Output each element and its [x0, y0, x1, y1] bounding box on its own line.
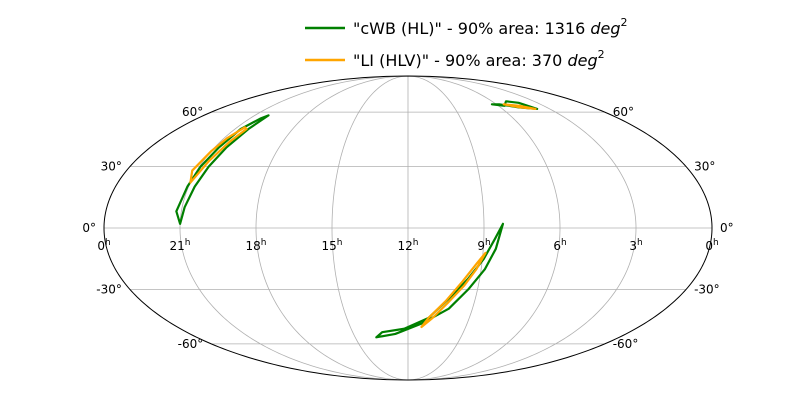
sky-outline — [103, 75, 713, 381]
meridian-gridline — [255, 75, 409, 381]
meridian-gridline — [179, 75, 409, 381]
legend-entry-label: "cWB (HL)" - 90% area: 1316 deg2 — [353, 16, 628, 38]
ra-tick-label: 3h — [629, 238, 642, 253]
dec-tick-label-left: 30° — [101, 160, 122, 174]
ra-tick-label: 18h — [246, 238, 267, 253]
dec-tick-label-left: 60° — [182, 105, 203, 119]
legend-entry-label: "LI (HLV)" - 90% area: 370 deg2 — [353, 48, 605, 70]
meridian-gridline — [407, 75, 485, 381]
ra-tick-label: 0h — [97, 238, 110, 253]
ra-tick-label: 0h — [705, 238, 718, 253]
contour-s1-r1 — [502, 103, 537, 111]
dec-tick-label-left: -30° — [96, 282, 122, 296]
dec-tick-label-right: -60° — [613, 337, 639, 351]
meridian-gridline — [407, 75, 561, 381]
ra-tick-label: 6h — [553, 238, 566, 253]
contour-s1-r0 — [189, 126, 248, 184]
ra-tick-label: 15h — [322, 238, 343, 253]
dec-tick-label-left: 0° — [82, 221, 96, 235]
dec-tick-label-right: -30° — [694, 282, 720, 296]
ra-tick-label: 12h — [398, 238, 419, 253]
ra-tick-label: 21h — [170, 238, 191, 253]
dec-tick-labels: 60° 30° 0° -30° -60° 60° 30° 0° -30° -60° — [82, 105, 733, 351]
dec-tick-label-right: 0° — [720, 221, 734, 235]
graticule — [104, 75, 712, 381]
legend: "cWB (HL)" - 90% area: 1316 deg2 "LI (HLV… — [305, 16, 628, 70]
localization-contours — [175, 100, 539, 339]
ra-tick-label: 9h — [477, 238, 490, 253]
dec-tick-label-left: -60° — [178, 337, 204, 351]
meridian-gridline — [407, 75, 637, 381]
dec-tick-label-right: 60° — [613, 105, 634, 119]
contour-s1-r2 — [420, 251, 487, 329]
contour-s0-r0 — [175, 114, 270, 225]
ra-tick-labels: 0h 21h 18h 15h 12h 9h 6h 3h 0h — [97, 238, 718, 253]
dec-tick-label-right: 30° — [694, 160, 715, 174]
meridian-gridline — [331, 75, 409, 381]
